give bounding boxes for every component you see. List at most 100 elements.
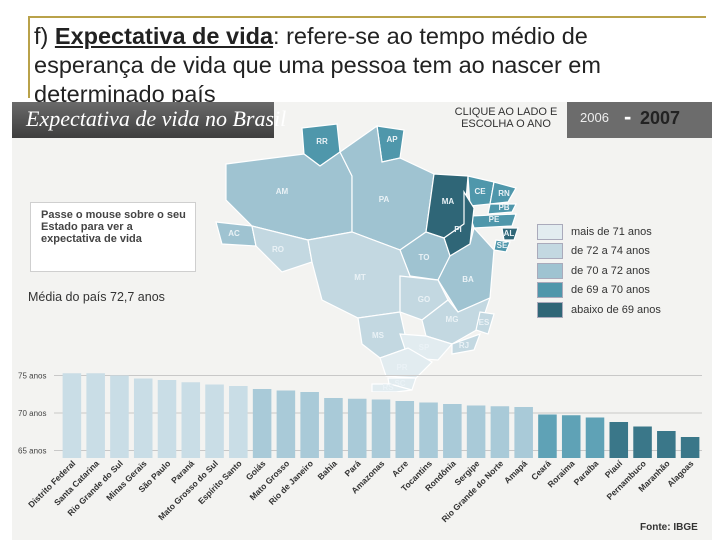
legend-swatch: [537, 301, 563, 318]
state-label-go: GO: [418, 295, 430, 304]
state-label-rs: RS: [382, 383, 394, 392]
bar[interactable]: [276, 390, 296, 459]
bar[interactable]: [133, 378, 153, 459]
state-label-sp: SP: [419, 343, 430, 352]
legend-swatch: [537, 282, 563, 299]
state-ro[interactable]: [251, 225, 313, 273]
state-label-pa: PA: [379, 195, 390, 204]
legend-item: de 72 a 74 anos: [537, 242, 661, 262]
hover-hint-text: Passe o mouse sobre o seu Estado para ve…: [41, 209, 186, 245]
bar[interactable]: [347, 398, 367, 458]
bar-category-label: Pará: [343, 458, 363, 478]
bar[interactable]: [181, 382, 201, 458]
y-tick-label: 75 anos: [18, 372, 46, 381]
brazil-map: RRAPAMPAMACERNPBPEALSEPIACROTOBAMTDFGOMG…: [215, 123, 519, 392]
state-label-mg: MG: [446, 315, 459, 324]
state-label-pb: PB: [498, 203, 509, 212]
year-2007-button[interactable]: 2007: [640, 108, 681, 128]
bar[interactable]: [633, 426, 652, 459]
definition-text: : refere-se ao tempo médio de esperança …: [34, 23, 601, 107]
year-2006-button[interactable]: 2006: [580, 110, 609, 125]
state-label-to: TO: [419, 253, 430, 262]
map-legend: mais de 71 anos de 72 a 74 anos de 70 a 72…: [537, 222, 661, 320]
state-label-al: AL: [504, 229, 515, 238]
term-expectativa-de-vida: Expectativa de vida: [54, 23, 274, 49]
state-label-sc: SC: [394, 379, 405, 388]
frame-top-line: [30, 16, 706, 18]
y-tick-label: 70 anos: [18, 409, 46, 418]
bar[interactable]: [514, 407, 533, 458]
state-label-am: AM: [276, 187, 289, 196]
state-label-se: SE: [497, 241, 508, 250]
legend-label: mais de 71 anos: [571, 225, 652, 238]
state-label-ce: CE: [474, 187, 486, 196]
state-rs[interactable]: [371, 383, 413, 392]
bar[interactable]: [443, 404, 462, 458]
legend-item: de 70 a 72 anos: [537, 261, 661, 281]
frame-left-line: [28, 16, 30, 98]
text-prefix: f): [34, 23, 55, 49]
bar[interactable]: [538, 414, 557, 459]
bar[interactable]: [324, 398, 343, 458]
bar[interactable]: [395, 401, 415, 458]
bar[interactable]: [205, 384, 224, 459]
state-label-mt: MT: [354, 273, 366, 282]
life-expectancy-infographic: Expectativa de vida no Brasil CLIQUE AO …: [12, 102, 712, 540]
legend-item: abaixo de 69 anos: [537, 300, 661, 320]
bar[interactable]: [466, 405, 486, 459]
bar[interactable]: [585, 417, 605, 459]
bar[interactable]: [110, 375, 129, 459]
bar-category-label: Amapá: [502, 458, 529, 485]
legend-label: abaixo de 69 anos: [571, 303, 661, 316]
legend-item: de 69 a 70 anos: [537, 281, 661, 301]
state-label-pi: PI: [454, 225, 462, 234]
bar[interactable]: [490, 406, 510, 458]
y-tick-label: 65 anos: [18, 447, 46, 456]
state-label-pr: PR: [396, 363, 407, 372]
legend-swatch: [537, 243, 563, 260]
state-label-pe: PE: [489, 215, 500, 224]
bar-category-label: Paraíba: [572, 458, 601, 487]
bar[interactable]: [300, 392, 319, 458]
slide-body-text: f) Expectativa de vida: refere-se ao tem…: [34, 22, 704, 109]
infographic-title: Expectativa de vida no Brasil: [26, 106, 287, 131]
state-label-rr: RR: [316, 137, 328, 146]
title-banner: Expectativa de vida no Brasil: [12, 102, 286, 138]
bar[interactable]: [419, 402, 438, 459]
state-se[interactable]: [493, 239, 511, 253]
state-pb[interactable]: [487, 203, 517, 215]
choose-year-instruction: CLIQUE AO LADO E ESCOLHA O ANO: [454, 106, 558, 130]
bar[interactable]: [229, 386, 248, 458]
bar-category-label: Acre: [390, 458, 411, 479]
legend-label: de 69 a 70 anos: [571, 284, 650, 297]
source-credit: Fonte: IBGE: [640, 522, 698, 533]
state-label-ba: BA: [462, 275, 474, 284]
legend-swatch: [537, 223, 563, 240]
state-es[interactable]: [475, 311, 495, 335]
bar[interactable]: [86, 373, 105, 458]
legend-item: mais de 71 anos: [537, 222, 661, 242]
bar[interactable]: [371, 399, 391, 459]
state-label-ms: MS: [372, 331, 385, 340]
legend-label: de 70 a 72 anos: [571, 264, 650, 277]
bar[interactable]: [657, 431, 676, 458]
bar-category-label: Alagoas: [665, 458, 696, 489]
state-label-ac: AC: [228, 229, 240, 238]
legend-label: de 72 a 74 anos: [571, 245, 650, 258]
state-rn[interactable]: [489, 181, 517, 205]
state-label-ro: RO: [272, 245, 284, 254]
bar[interactable]: [609, 422, 629, 458]
bar[interactable]: [561, 415, 581, 458]
state-label-ma: MA: [442, 197, 455, 206]
legend-swatch: [537, 262, 563, 279]
bar[interactable]: [252, 389, 272, 458]
state-pr[interactable]: [379, 347, 433, 379]
state-rj[interactable]: [451, 333, 482, 355]
bar[interactable]: [157, 380, 177, 458]
state-al[interactable]: [501, 227, 519, 241]
year-separator: -: [624, 104, 632, 129]
bar[interactable]: [680, 437, 700, 458]
bar[interactable]: [62, 373, 82, 458]
state-label-es: ES: [479, 318, 490, 327]
